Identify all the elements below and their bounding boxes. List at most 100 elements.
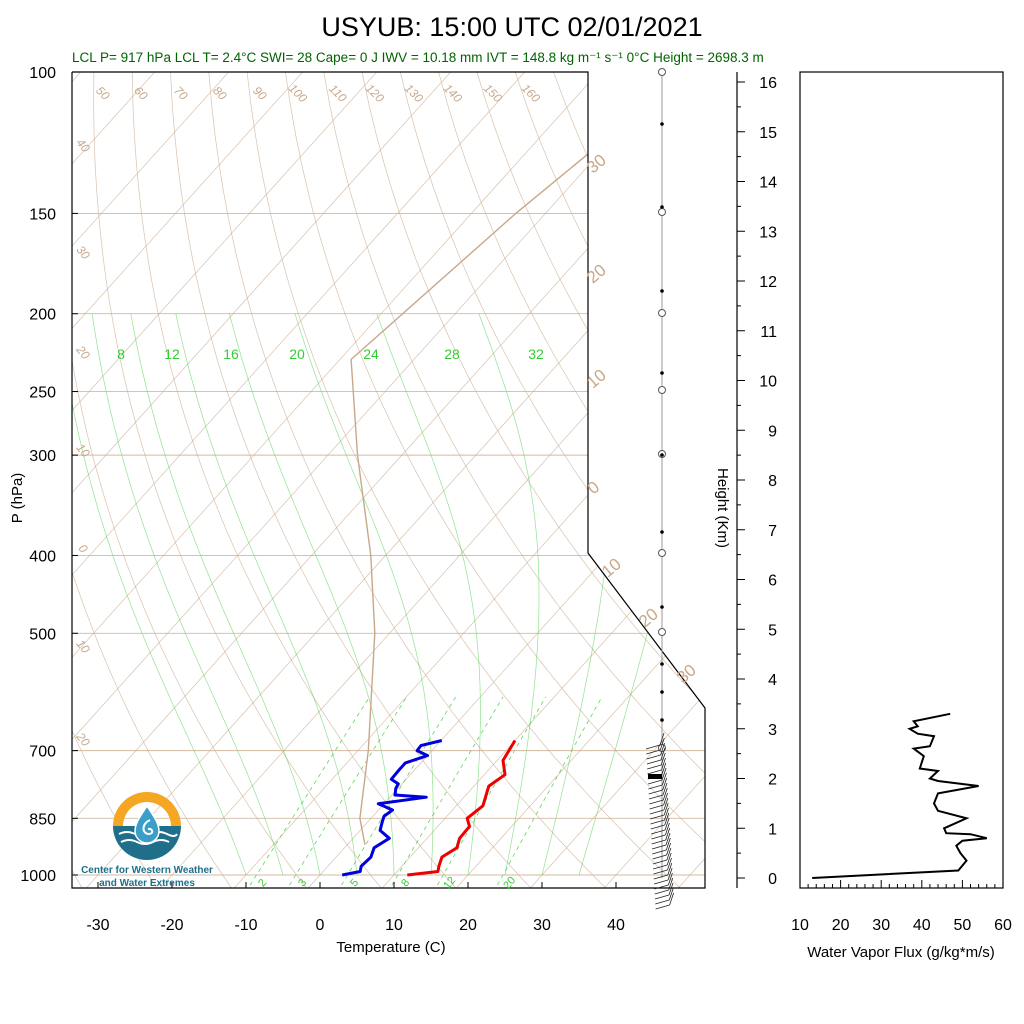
dry-adiabat-line	[285, 72, 705, 888]
wind-barb	[664, 807, 669, 821]
isotherm-line	[82, 72, 705, 888]
wind-barb	[666, 842, 671, 856]
wind-barb	[668, 877, 674, 891]
dry-adiabat-line	[591, 72, 705, 888]
isotherm-label: 20	[635, 604, 662, 631]
height-tick-label: 12	[759, 274, 777, 291]
height-tick-label: 9	[768, 423, 777, 440]
wind-barb	[667, 862, 673, 876]
isotherm-line	[0, 72, 7, 892]
parcel-path-line	[350, 72, 688, 845]
wind-barb	[654, 889, 669, 895]
isotherm-line	[72, 72, 377, 888]
wind-level-dot	[660, 530, 664, 534]
calm-wind-circle	[658, 208, 666, 216]
wind-barb	[648, 789, 663, 795]
left-theta-label: 10	[73, 637, 93, 656]
dry-adiabat-label: 130	[402, 81, 426, 105]
wind-barb	[662, 772, 667, 786]
height-tick-label: 2	[768, 772, 777, 789]
isotherm-label: 10	[598, 554, 625, 581]
temperature-tick-label: -30	[86, 917, 109, 934]
mixing-ratio-line	[387, 696, 504, 888]
moist-adiabat-line	[72, 313, 247, 876]
wind-barb	[659, 737, 665, 751]
height-tick-label: 14	[759, 175, 777, 192]
dry-adiabat-line	[629, 72, 705, 888]
wind-barb	[665, 827, 671, 841]
wind-level-dot	[660, 289, 664, 293]
wind-level-dot	[660, 453, 664, 457]
isotherm-line	[72, 72, 673, 888]
wind-barb	[646, 749, 661, 755]
dry-adiabat-line	[783, 72, 1024, 892]
temperature-tick-label: 40	[607, 917, 625, 934]
height-tick-label: 5	[768, 622, 777, 639]
dry-adiabat-line	[476, 72, 705, 888]
height-tick-label: 7	[768, 523, 777, 540]
dry-adiabat-label: 150	[481, 81, 505, 105]
wind-level-dot	[660, 122, 664, 126]
isotherm-label: 10	[583, 365, 610, 392]
wind-level-dot	[660, 605, 664, 609]
moist-adiabat-line	[541, 313, 614, 876]
dry-adiabat-line	[208, 72, 610, 888]
calm-wind-circle	[658, 309, 666, 317]
wind-barb	[646, 759, 662, 765]
temperature-tick-label: 10	[385, 917, 403, 934]
wind-barb	[661, 762, 667, 776]
chart-title: USYUB: 15:00 UTC 02/01/2021	[321, 12, 702, 42]
moist-adiabat-label: 32	[528, 346, 544, 362]
dry-adiabat-label: 160	[519, 81, 543, 105]
isotherm-line	[378, 72, 705, 888]
dry-adiabat-line	[170, 72, 535, 888]
wind-barb	[667, 857, 672, 871]
water-drop-icon	[134, 804, 160, 844]
pressure-axis: 100 150 200 250 300 400 500 700 850 1000	[20, 65, 78, 885]
calm-wind-circle	[658, 386, 666, 394]
wind-barb	[646, 754, 661, 760]
wind-barb	[652, 854, 667, 860]
height-tick-label: 3	[768, 722, 777, 739]
height-tick-label: 15	[759, 125, 777, 142]
wind-barb-column	[645, 68, 674, 910]
flux-frame	[799, 71, 1004, 889]
wind-level-dot	[660, 371, 664, 375]
wind-barb	[661, 767, 667, 781]
temperature-tick-label: 20	[459, 917, 477, 934]
flux-axis: 10 20 30 40 50 60	[791, 880, 1012, 934]
mixing-ratio-line	[245, 696, 371, 888]
dry-adiabat-line	[438, 72, 705, 888]
flux-tick-label: 50	[954, 917, 972, 934]
wind-barb	[647, 769, 662, 775]
pressure-tick-label: 250	[29, 385, 56, 402]
dry-adiabat-label: 50	[93, 83, 113, 103]
flux-axis-label: Water Vapor Flux (g/kg*m/s)	[807, 944, 995, 961]
moist-adiabat-line	[294, 313, 434, 876]
isotherm-line	[749, 72, 1024, 892]
cw3e-logo: Center for Western Weather and Water Ext…	[81, 792, 213, 889]
dry-adiabat-label: 90	[250, 83, 270, 103]
mixing-ratio-label: 20	[501, 875, 518, 892]
wind-barb	[654, 894, 670, 900]
wind-barb	[660, 742, 665, 756]
wind-barb	[669, 892, 674, 906]
temperature-tick-label: 30	[533, 917, 551, 934]
wind-barb	[663, 792, 668, 806]
dry-adiabat-line	[131, 72, 460, 888]
isotherm-line	[452, 72, 705, 888]
dry-adiabat-label: 80	[210, 83, 230, 103]
dry-adiabat-line	[707, 72, 1024, 892]
pressure-tick-label: 500	[29, 626, 56, 643]
skewt-panel: 50 60 70 80 90 100 110 120 130 140 150 160403020100…	[0, 65, 1024, 956]
dry-adiabat-line	[0, 72, 9, 892]
wind-barb	[649, 799, 664, 805]
flux-panel: 10 20 30 40 50 60 Water Vapor Flux (g/kg*m/s)	[791, 71, 1012, 961]
flux-tick-label: 40	[913, 917, 931, 934]
wind-barb	[665, 837, 671, 851]
dry-adiabat-line	[399, 72, 705, 888]
isotherm-line	[72, 72, 705, 888]
temperature-tick-label: -10	[234, 917, 257, 934]
wind-barb	[651, 834, 666, 840]
